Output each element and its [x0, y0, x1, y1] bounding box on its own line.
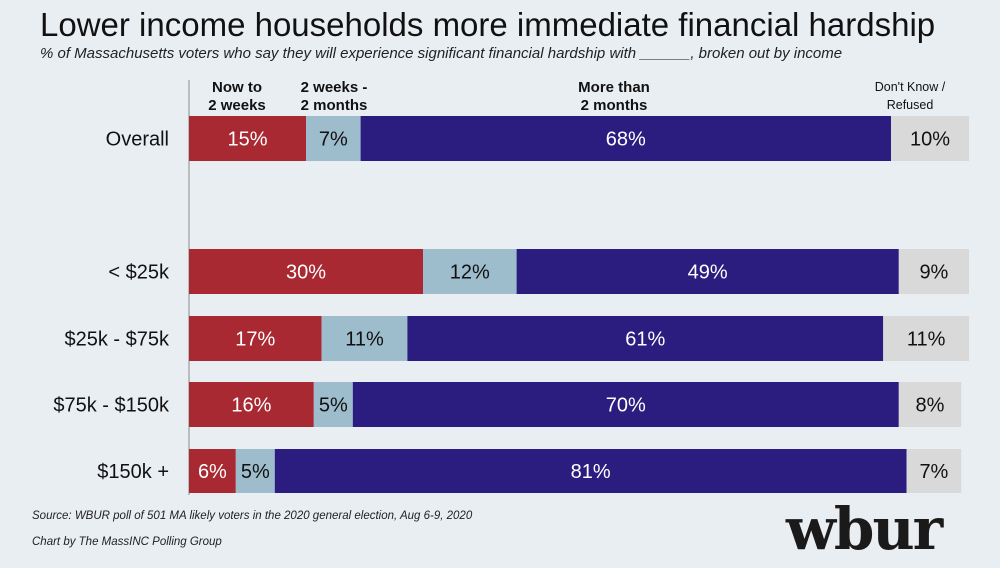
data-label: 5%	[319, 395, 348, 417]
data-label: 61%	[625, 329, 665, 351]
data-label: 10%	[910, 129, 950, 151]
bar-segment-don-t-know-refused	[898, 382, 962, 427]
category-label: $25k - $75k	[64, 329, 170, 351]
bar-segment-now-to-2-weeks	[189, 449, 236, 493]
bar-segment-more-than-2-months	[360, 116, 892, 161]
bar-rows: Overall 15% 7% 68% 10% < $25k 30% 12% 49% 9% $25k …	[53, 116, 969, 493]
data-label: 8%	[916, 395, 945, 417]
data-label: 6%	[198, 461, 227, 483]
data-label: 81%	[571, 461, 611, 483]
data-label: 17%	[235, 329, 275, 351]
bar-segment-don-t-know-refused	[891, 116, 969, 161]
bar-segment-more-than-2-months	[407, 316, 884, 361]
bar-segment-now-to-2-weeks	[189, 249, 423, 294]
data-label: 12%	[450, 262, 490, 284]
bar-segment-now-to-2-weeks	[189, 116, 306, 161]
bar-segment-more-than-2-months	[352, 382, 899, 427]
bar-segment-more-than-2-months	[274, 449, 907, 493]
data-label: 16%	[231, 395, 271, 417]
bar-segment-don-t-know-refused	[898, 249, 969, 294]
bar-segment-2-weeks-2-months	[235, 449, 275, 493]
bar-segment-2-weeks-2-months	[423, 249, 517, 294]
data-label: 11%	[907, 329, 946, 351]
bar-segment-more-than-2-months	[516, 249, 899, 294]
category-label: $75k - $150k	[53, 395, 170, 417]
legend-label-don-t-know-refused: Don't Know / Refused	[875, 80, 946, 112]
bar-segment-now-to-2-weeks	[189, 316, 322, 361]
data-label: 49%	[688, 262, 728, 284]
data-label: 7%	[319, 129, 348, 151]
bar-segment-now-to-2-weeks	[189, 382, 314, 427]
legend-label-2-weeks-2-months: 2 weeks -2 months	[301, 79, 368, 114]
legend-label-more-than-2-months: More than 2 months	[578, 79, 650, 114]
data-label: 70%	[606, 395, 646, 417]
bar-segment-don-t-know-refused	[883, 316, 969, 361]
bar-segment-don-t-know-refused	[906, 449, 962, 493]
wbur-logo: wbur	[786, 495, 943, 563]
data-label: 68%	[606, 129, 646, 151]
chart-title: Lower income households more immediate f…	[40, 6, 936, 43]
category-label: $150k +	[97, 461, 169, 483]
data-label: 30%	[286, 262, 326, 284]
data-label: 11%	[345, 329, 384, 351]
bar-segment-2-weeks-2-months	[313, 382, 353, 427]
bar-segment-2-weeks-2-months	[306, 116, 361, 161]
legend: Now to 2 weeks 2 weeks -2 months More than 2…	[208, 79, 946, 114]
data-label: 15%	[227, 129, 267, 151]
bar-segment-2-weeks-2-months	[321, 316, 408, 361]
chart-subtitle: % of Massachusetts voters who say they w…	[40, 45, 843, 62]
data-label: 9%	[919, 262, 948, 284]
source-note: Source: WBUR poll of 501 MA likely voter…	[32, 510, 473, 522]
legend-label-now-to-2-weeks: Now to 2 weeks	[208, 79, 266, 114]
data-label: 7%	[919, 461, 948, 483]
data-label: 5%	[241, 461, 270, 483]
category-label: Overall	[106, 129, 169, 151]
category-label: < $25k	[108, 262, 170, 284]
chart-credit: Chart by The MassINC Polling Group	[32, 536, 222, 548]
